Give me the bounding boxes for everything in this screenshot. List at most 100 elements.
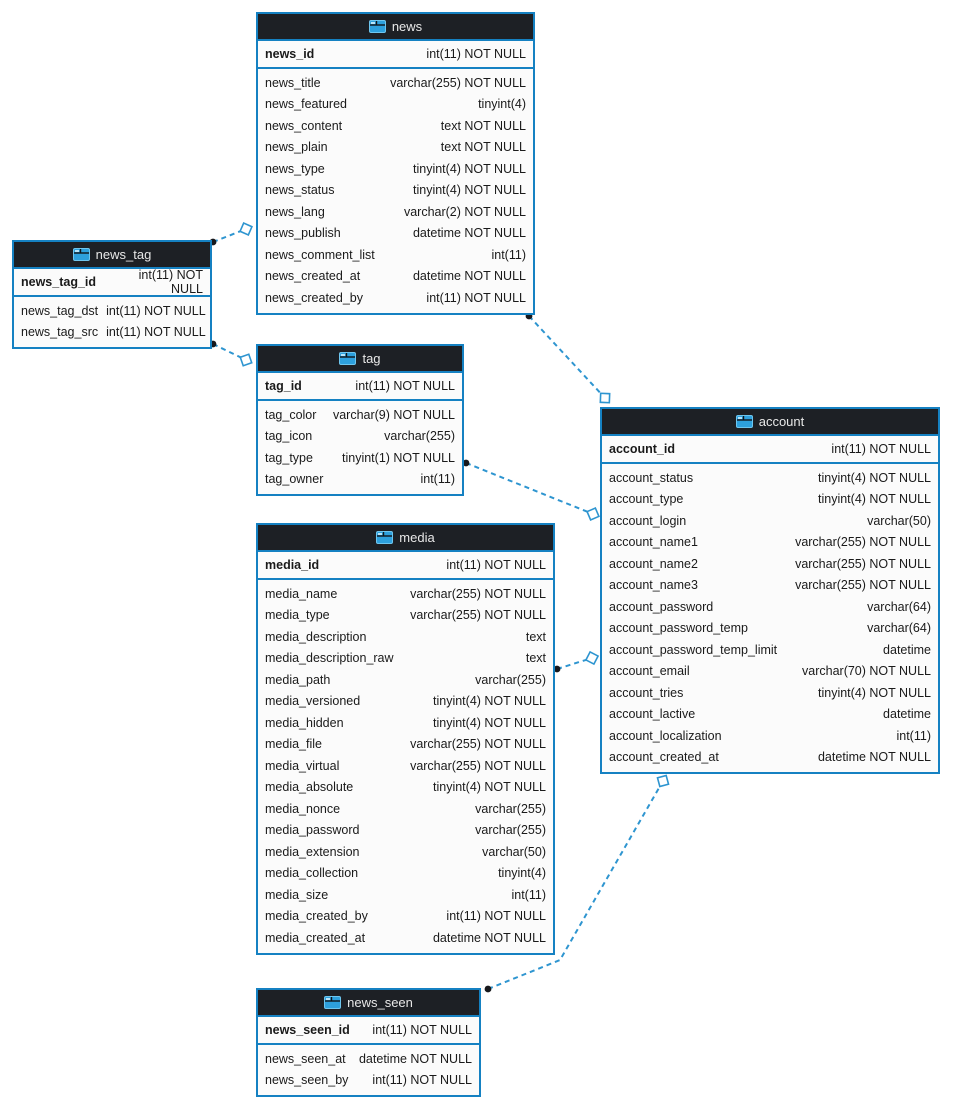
relationship-tag-account[interactable] xyxy=(465,462,594,515)
field-row-media_type[interactable]: media_type varchar(255) NOT NULL xyxy=(258,605,553,627)
field-row-news_lang[interactable]: news_lang varchar(2) NOT NULL xyxy=(258,201,533,223)
field-row-media_versioned[interactable]: media_versioned tinyint(4) NOT NULL xyxy=(258,691,553,713)
table-icon xyxy=(368,20,386,33)
field-name: news_tag_dst xyxy=(21,303,99,318)
connector-dot xyxy=(462,459,470,467)
field-type: int(11) NOT NULL xyxy=(426,47,526,61)
field-row-news_tag_src[interactable]: news_tag_src int(11) NOT NULL xyxy=(14,322,210,344)
field-row-account_name1[interactable]: account_name1 varchar(255) NOT NULL xyxy=(602,532,938,554)
primary-key-row[interactable]: news_tag_id int(11) NOT NULL xyxy=(14,268,210,297)
field-row-account_password[interactable]: account_password varchar(64) xyxy=(602,596,938,618)
field-row-media_nonce[interactable]: media_nonce varchar(255) xyxy=(258,798,553,820)
field-name: news_title xyxy=(265,75,321,90)
field-row-news_tag_dst[interactable]: news_tag_dst int(11) NOT NULL xyxy=(14,300,210,322)
field-type: int(11) xyxy=(420,472,455,487)
field-row-news_content[interactable]: news_content text NOT NULL xyxy=(258,115,533,137)
field-row-media_collection[interactable]: media_collection tinyint(4) xyxy=(258,863,553,885)
table-header[interactable]: news_tag xyxy=(14,242,210,269)
field-row-media_extension[interactable]: media_extension varchar(50) xyxy=(258,841,553,863)
field-name: tag_icon xyxy=(265,429,313,444)
field-type: tinyint(4) xyxy=(478,97,526,112)
relationship-news-account[interactable] xyxy=(528,315,606,399)
field-row-media_password[interactable]: media_password varchar(255) xyxy=(258,820,553,842)
field-row-media_hidden[interactable]: media_hidden tinyint(4) NOT NULL xyxy=(258,712,553,734)
connector-dot xyxy=(484,985,492,993)
field-row-news_seen_by[interactable]: news_seen_by int(11) NOT NULL xyxy=(258,1070,479,1092)
table-account[interactable]: account account_id int(11) NOT NULL acco… xyxy=(600,407,940,774)
field-row-news_plain[interactable]: news_plain text NOT NULL xyxy=(258,137,533,159)
table-news_seen[interactable]: news_seen news_seen_id int(11) NOT NULL … xyxy=(256,988,481,1097)
table-news_tag[interactable]: news_tag news_tag_id int(11) NOT NULL ne… xyxy=(12,240,212,349)
field-row-account_type[interactable]: account_type tinyint(4) NOT NULL xyxy=(602,489,938,511)
field-type: varchar(9) NOT NULL xyxy=(332,407,455,422)
field-row-account_created_at[interactable]: account_created_at datetime NOT NULL xyxy=(602,747,938,769)
field-row-media_created_at[interactable]: media_created_at datetime NOT NULL xyxy=(258,927,553,949)
field-type: int(11) xyxy=(511,887,546,902)
table-header[interactable]: news_seen xyxy=(258,990,479,1017)
table-header[interactable]: news xyxy=(258,14,533,41)
field-row-account_password_temp[interactable]: account_password_temp varchar(64) xyxy=(602,618,938,640)
field-rows: news_seen_at datetime NOT NULL news_seen_b… xyxy=(258,1045,479,1095)
field-row-account_lactive[interactable]: account_lactive datetime xyxy=(602,704,938,726)
field-row-account_login[interactable]: account_login varchar(50) xyxy=(602,510,938,532)
field-row-tag_owner[interactable]: tag_owner int(11) xyxy=(258,469,462,491)
table-media[interactable]: media media_id int(11) NOT NULL media_na… xyxy=(256,523,555,955)
field-name: news_featured xyxy=(265,97,348,112)
field-row-account_status[interactable]: account_status tinyint(4) NOT NULL xyxy=(602,467,938,489)
table-header[interactable]: account xyxy=(602,409,938,436)
field-name: media_collection xyxy=(265,866,359,881)
field-row-media_path[interactable]: media_path varchar(255) xyxy=(258,669,553,691)
field-row-news_comment_list[interactable]: news_comment_list int(11) xyxy=(258,244,533,266)
field-row-media_description[interactable]: media_description text xyxy=(258,626,553,648)
connector-diamond xyxy=(239,353,253,367)
field-row-account_name2[interactable]: account_name2 varchar(255) NOT NULL xyxy=(602,553,938,575)
primary-key-row[interactable]: tag_id int(11) NOT NULL xyxy=(258,373,462,401)
field-row-news_type[interactable]: news_type tinyint(4) NOT NULL xyxy=(258,158,533,180)
field-row-media_absolute[interactable]: media_absolute tinyint(4) NOT NULL xyxy=(258,777,553,799)
field-row-news_created_by[interactable]: news_created_by int(11) NOT NULL xyxy=(258,287,533,309)
field-name: news_seen_at xyxy=(265,1051,346,1066)
field-row-tag_type[interactable]: tag_type tinyint(1) NOT NULL xyxy=(258,447,462,469)
field-row-news_title[interactable]: news_title varchar(255) NOT NULL xyxy=(258,72,533,94)
field-name: account_name1 xyxy=(609,535,698,550)
primary-key-row[interactable]: account_id int(11) NOT NULL xyxy=(602,436,938,464)
field-row-tag_color[interactable]: tag_color varchar(9) NOT NULL xyxy=(258,404,462,426)
field-row-media_created_by[interactable]: media_created_by int(11) NOT NULL xyxy=(258,906,553,928)
field-row-tag_icon[interactable]: tag_icon varchar(255) xyxy=(258,426,462,448)
field-row-account_email[interactable]: account_email varchar(70) NOT NULL xyxy=(602,661,938,683)
field-row-news_publish[interactable]: news_publish datetime NOT NULL xyxy=(258,223,533,245)
field-type: tinyint(4) NOT NULL xyxy=(433,694,546,709)
table-header[interactable]: media xyxy=(258,525,553,552)
field-row-media_description_raw[interactable]: media_description_raw text xyxy=(258,648,553,670)
field-type: varchar(255) xyxy=(384,429,455,444)
table-news[interactable]: news news_id int(11) NOT NULL news_title… xyxy=(256,12,535,315)
field-row-account_password_temp_limit[interactable]: account_password_temp_limit datetime xyxy=(602,639,938,661)
primary-key-row[interactable]: media_id int(11) NOT NULL xyxy=(258,552,553,580)
table-header[interactable]: tag xyxy=(258,346,462,373)
field-row-media_size[interactable]: media_size int(11) xyxy=(258,884,553,906)
field-name: media_id xyxy=(265,558,320,572)
field-type: tinyint(4) NOT NULL xyxy=(433,715,546,730)
field-row-media_virtual[interactable]: media_virtual varchar(255) NOT NULL xyxy=(258,755,553,777)
field-name: media_type xyxy=(265,608,330,623)
field-row-account_tries[interactable]: account_tries tinyint(4) NOT NULL xyxy=(602,682,938,704)
connector-diamond xyxy=(586,507,600,521)
primary-key-row[interactable]: news_id int(11) NOT NULL xyxy=(258,41,533,69)
field-row-media_file[interactable]: media_file varchar(255) NOT NULL xyxy=(258,734,553,756)
primary-key-row[interactable]: news_seen_id int(11) NOT NULL xyxy=(258,1017,479,1045)
field-row-account_localization[interactable]: account_localization int(11) xyxy=(602,725,938,747)
field-type: varchar(255) xyxy=(475,672,546,687)
field-type: varchar(255) NOT NULL xyxy=(410,586,546,601)
field-row-news_seen_at[interactable]: news_seen_at datetime NOT NULL xyxy=(258,1048,479,1070)
field-row-news_status[interactable]: news_status tinyint(4) NOT NULL xyxy=(258,180,533,202)
field-row-news_created_at[interactable]: news_created_at datetime NOT NULL xyxy=(258,266,533,288)
field-type: varchar(255) NOT NULL xyxy=(795,556,931,571)
table-tag[interactable]: tag tag_id int(11) NOT NULL tag_color var… xyxy=(256,344,464,496)
field-row-account_name3[interactable]: account_name3 varchar(255) NOT NULL xyxy=(602,575,938,597)
field-name: media_extension xyxy=(265,844,360,859)
field-row-news_featured[interactable]: news_featured tinyint(4) xyxy=(258,94,533,116)
field-row-media_name[interactable]: media_name varchar(255) NOT NULL xyxy=(258,583,553,605)
field-name: account_tries xyxy=(609,685,684,700)
